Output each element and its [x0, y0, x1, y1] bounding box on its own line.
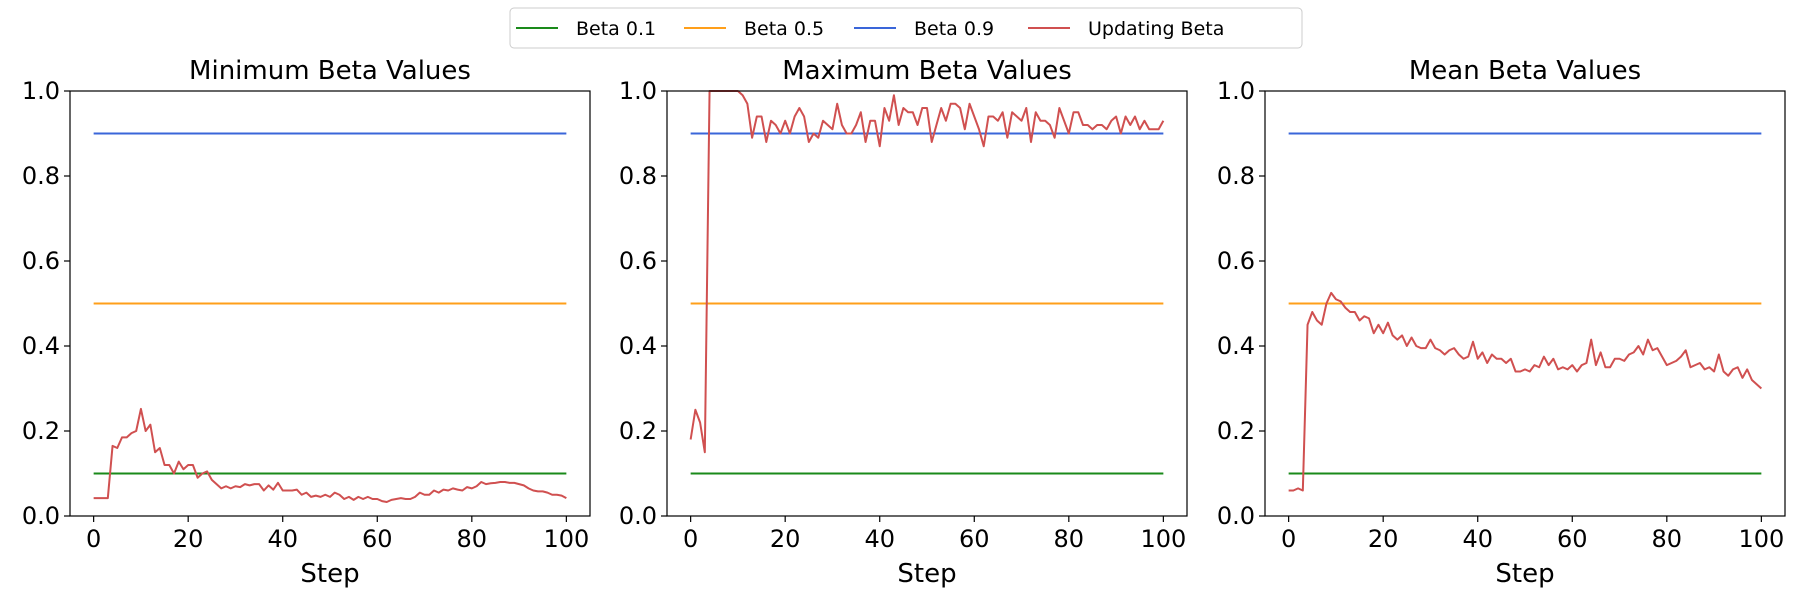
y-tick-label: 0.0 — [1217, 502, 1255, 530]
x-tick-label: 60 — [959, 525, 990, 553]
legend-label: Updating Beta — [1088, 18, 1224, 40]
y-tick-label: 0.0 — [619, 502, 657, 530]
legend-label: Beta 0.1 — [576, 18, 656, 40]
y-tick-label: 1.0 — [22, 77, 60, 105]
y-tick-label: 0.2 — [1217, 417, 1255, 445]
x-tick-label: 40 — [864, 525, 895, 553]
legend-label: Beta 0.9 — [914, 18, 994, 40]
x-tick-label: 20 — [770, 525, 801, 553]
chart-title: Maximum Beta Values — [782, 56, 1072, 86]
y-tick-label: 0.4 — [22, 332, 60, 360]
y-tick-label: 0.4 — [619, 332, 657, 360]
x-tick-label: 80 — [1054, 525, 1085, 553]
plot-frame — [1264, 90, 1786, 517]
legend-item-beta-0-9: Beta 0.9 — [854, 18, 994, 40]
x-tick-label: 0 — [683, 525, 698, 553]
x-tick-label: 0 — [86, 525, 101, 553]
x-tick-label: 0 — [1281, 525, 1296, 553]
x-tick-label: 100 — [543, 525, 589, 553]
x-tick-label: 20 — [1368, 525, 1399, 553]
y-tick-label: 0.8 — [22, 162, 60, 190]
x-tick-label: 60 — [362, 525, 393, 553]
series-line-updating-beta — [1288, 291, 1763, 492]
legend: Beta 0.1 Beta 0.5 Beta 0.9 Updating Beta — [509, 7, 1303, 49]
x-tick-label: 100 — [1140, 525, 1186, 553]
panel-maximum-beta: 0 20 40 60 80 100 0.0 0.2 0.4 0.6 0.8 1.0 Maximum Be… — [619, 56, 1188, 589]
x-tick-label: 80 — [1652, 525, 1683, 553]
plot-frame — [69, 90, 591, 517]
x-tick-label: 20 — [173, 525, 204, 553]
x-tick-label: 60 — [1557, 525, 1588, 553]
legend-frame — [509, 7, 1303, 49]
y-tick-label: 0.6 — [1217, 247, 1255, 275]
legend-item-beta-0-5: Beta 0.5 — [684, 18, 824, 40]
x-tick-label: 80 — [457, 525, 488, 553]
plot-frame — [666, 90, 1188, 517]
y-tick-label: 0.6 — [22, 247, 60, 275]
chart-panels: 0 20 40 60 80 100 0.0 0.2 0.4 0.6 0.8 1.0 Minimum Be… — [22, 56, 1786, 589]
y-tick-label: 0.8 — [619, 162, 657, 190]
x-axis-label: Step — [1495, 559, 1554, 589]
chart-title: Mean Beta Values — [1409, 56, 1641, 86]
x-axis-label: Step — [897, 559, 956, 589]
y-tick-label: 0.0 — [22, 502, 60, 530]
x-tick-label: 40 — [267, 525, 298, 553]
legend-label: Beta 0.5 — [744, 18, 824, 40]
x-tick-label: 100 — [1738, 525, 1784, 553]
y-tick-label: 1.0 — [1217, 77, 1255, 105]
x-axis-label: Step — [300, 559, 359, 589]
panel-minimum-beta: 0 20 40 60 80 100 0.0 0.2 0.4 0.6 0.8 1.0 Minimum Be… — [22, 56, 591, 589]
y-tick-label: 0.6 — [619, 247, 657, 275]
series-line-updating-beta — [93, 407, 567, 503]
chart-title: Minimum Beta Values — [189, 56, 471, 86]
panel-mean-beta: 0 20 40 60 80 100 0.0 0.2 0.4 0.6 0.8 1.0 Mean Beta … — [1217, 56, 1786, 589]
y-tick-label: 0.4 — [1217, 332, 1255, 360]
legend-item-beta-0-1: Beta 0.1 — [516, 18, 656, 40]
y-tick-label: 0.2 — [22, 417, 60, 445]
legend-item-updating-beta: Updating Beta — [1028, 18, 1224, 40]
y-tick-label: 0.2 — [619, 417, 657, 445]
y-tick-label: 0.8 — [1217, 162, 1255, 190]
y-tick-label: 1.0 — [619, 77, 657, 105]
series-line-updating-beta — [689, 90, 1165, 454]
x-tick-label: 40 — [1462, 525, 1493, 553]
